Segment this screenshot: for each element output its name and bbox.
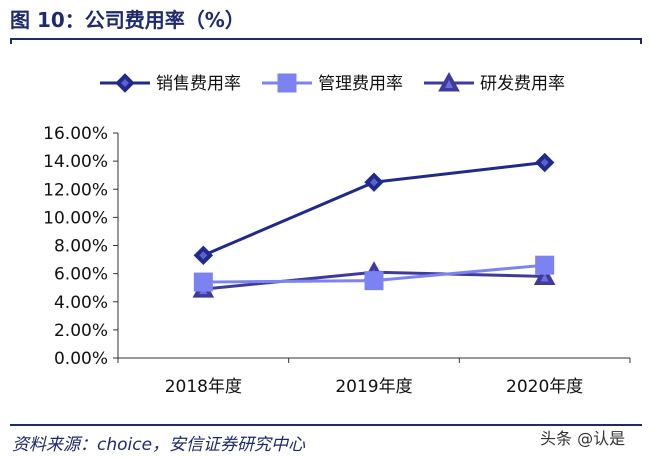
footer-rule xyxy=(10,424,642,426)
data-point xyxy=(193,272,213,292)
y-tick-label: 2.00% xyxy=(54,321,108,341)
legend-item-2: 管理费用率 xyxy=(262,73,403,94)
legend-marker-inner xyxy=(445,80,453,88)
watermark: 头条 @认是 xyxy=(540,429,626,448)
legend-item-3: 研发费用率 xyxy=(424,71,565,94)
data-point-inner xyxy=(540,158,549,167)
y-tick-label: 4.00% xyxy=(54,293,108,313)
source-note: 资料来源：choice，安信证券研究中心 xyxy=(12,435,306,455)
figure-title: 图 10：公司费用率（%） xyxy=(10,8,245,32)
y-tick-label: 14.00% xyxy=(43,152,108,172)
x-tick-label: 2018年度 xyxy=(165,377,242,397)
y-tick-label: 6.00% xyxy=(54,265,108,285)
series-1 xyxy=(193,152,555,266)
data-point-inner xyxy=(199,251,208,260)
legend-label: 销售费用率 xyxy=(156,74,241,94)
header-rule-tick-left xyxy=(10,38,12,44)
data-point xyxy=(535,255,555,275)
y-tick-label: 8.00% xyxy=(54,237,108,257)
legend-marker xyxy=(277,73,297,93)
y-tick-label: 12.00% xyxy=(43,180,108,200)
data-point-inner xyxy=(370,178,378,187)
data-point xyxy=(364,271,384,291)
legend-label: 管理费用率 xyxy=(318,74,403,94)
header: 图 10：公司费用率（%） xyxy=(0,0,650,44)
header-rule-tick-right xyxy=(640,38,642,44)
legend-marker-inner xyxy=(121,79,129,87)
x-tick-label: 2020年度 xyxy=(506,377,583,397)
y-tick-label: 0.00% xyxy=(54,349,108,369)
y-tick-label: 10.00% xyxy=(43,208,108,228)
header-rule xyxy=(10,38,642,40)
data-point-inner xyxy=(540,273,549,282)
x-tick-label: 2019年度 xyxy=(335,377,412,397)
legend-item-1: 销售费用率 xyxy=(100,73,241,94)
legend-label: 研发费用率 xyxy=(480,74,565,94)
y-tick-label: 16.00% xyxy=(43,124,108,144)
series-2 xyxy=(193,255,555,292)
chart: 0.00% 2.00% 4.00% 6.00% 8.00% 10.00% 12.00% 14.… xyxy=(43,71,631,397)
